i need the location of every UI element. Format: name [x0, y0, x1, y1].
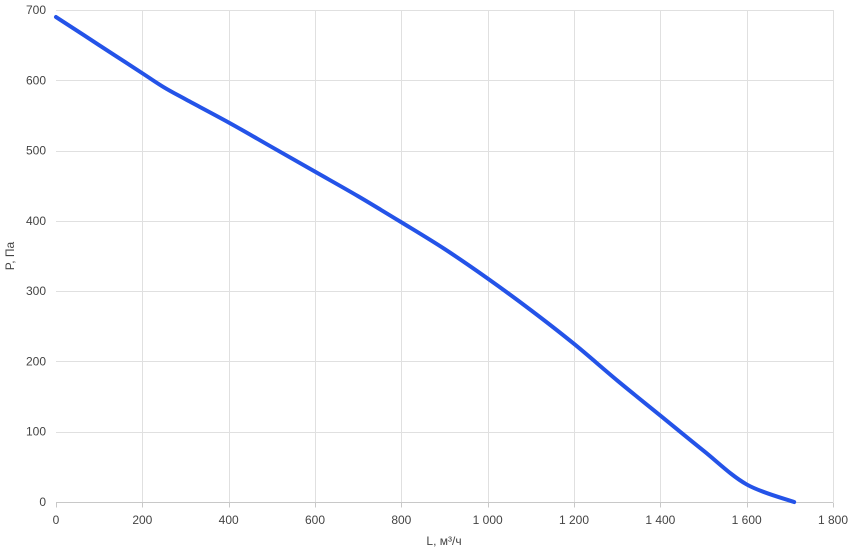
y-tick-label: 100	[26, 425, 46, 439]
y-tick-label: 0	[39, 495, 46, 509]
x-tick-label: 1 000	[473, 513, 503, 527]
tick-labels: 0 200 400 600 800 1 000 1 200 1 400 1 600 1 800 0 1…	[26, 3, 848, 527]
x-tick-label: 600	[305, 513, 325, 527]
x-tick-label: 1 600	[732, 513, 762, 527]
x-tick-label: 800	[391, 513, 411, 527]
x-axis-label: L, м³/ч	[426, 534, 461, 548]
x-tick-label: 1 800	[818, 513, 848, 527]
y-tick-label: 600	[26, 73, 46, 87]
y-tick-label: 400	[26, 214, 46, 228]
y-tick-label: 500	[26, 144, 46, 158]
y-tick-label: 700	[26, 3, 46, 17]
grid	[56, 10, 834, 502]
x-tick-label: 1 400	[645, 513, 675, 527]
y-tick-label: 200	[26, 354, 46, 368]
y-axis-label: P, Па	[3, 241, 17, 270]
axes	[56, 502, 834, 508]
series	[54, 15, 797, 504]
x-tick-label: 0	[53, 513, 60, 527]
y-tick-label: 300	[26, 284, 46, 298]
x-tick-label: 200	[132, 513, 152, 527]
x-tick-label: 400	[219, 513, 239, 527]
series-line	[54, 15, 797, 504]
x-tick-label: 1 200	[559, 513, 589, 527]
